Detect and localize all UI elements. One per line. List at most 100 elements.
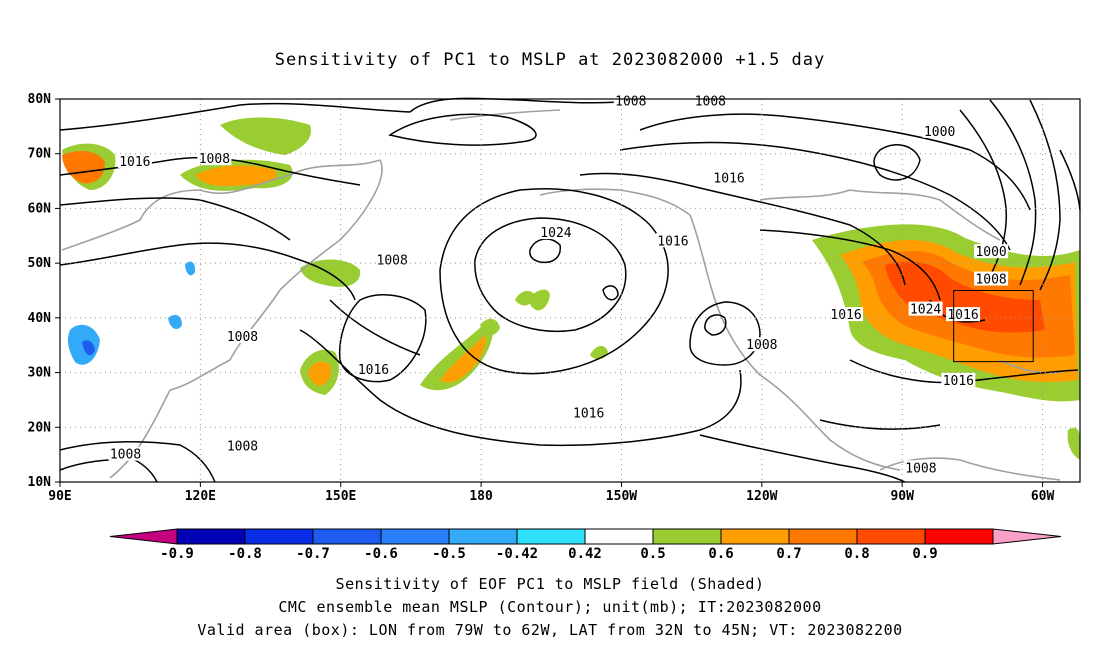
caption-valid-area: Valid area (box): LON from 79W to 62W, L… bbox=[197, 621, 903, 639]
shading-scandinavia-orange bbox=[62, 150, 105, 184]
contour-label: 1024 bbox=[910, 303, 941, 318]
contour-label-bg bbox=[356, 361, 391, 376]
colorbar-label: 0.8 bbox=[844, 546, 869, 562]
lon-tick-label: 120E bbox=[185, 489, 216, 504]
contour-label-bg bbox=[922, 123, 957, 138]
colorbar-label: -0.9 bbox=[160, 546, 194, 562]
lat-tick-label: 70N bbox=[28, 147, 52, 162]
lat-tick-label: 80N bbox=[28, 92, 52, 107]
contour-label-bg bbox=[903, 460, 938, 475]
colorbar-segment bbox=[312, 528, 382, 545]
shading-bering-orange bbox=[440, 335, 486, 383]
contour-label-bg bbox=[117, 153, 152, 168]
coastlines bbox=[61, 109, 1061, 481]
contour-label-bg bbox=[538, 225, 573, 240]
colorbar-label: 0.7 bbox=[776, 546, 801, 562]
contour-label: 1008 bbox=[746, 338, 777, 353]
contour-label-bg bbox=[571, 405, 606, 420]
colorbar: -0.9 -0.8 -0.7 -0.6 -0.5 -0.42 0.42 0.5 0.6 0.7 0.… bbox=[109, 528, 1062, 562]
contour-label: 1016 bbox=[573, 407, 604, 422]
lat-tick-label: 10N bbox=[28, 475, 52, 490]
contour-label: 1008 bbox=[905, 461, 936, 476]
colorbar-segment bbox=[856, 528, 926, 545]
contour-label: 1016 bbox=[713, 171, 744, 186]
contour-label: 1016 bbox=[358, 363, 389, 378]
contour-label: 1016 bbox=[119, 155, 150, 170]
colorbar-segment bbox=[516, 528, 586, 545]
colorbar-min-arrow bbox=[109, 528, 178, 545]
contour-label: 1016 bbox=[947, 308, 978, 323]
contour-label: 1000 bbox=[924, 125, 955, 140]
contour-label-bg bbox=[197, 151, 232, 166]
colorbar-segment bbox=[448, 528, 518, 545]
shading-pacific-green-2 bbox=[528, 289, 550, 311]
contour-label: 1008 bbox=[695, 95, 726, 110]
contour-label-bg bbox=[108, 446, 143, 461]
colorbar-label: -0.7 bbox=[296, 546, 330, 562]
lat-lon-grid bbox=[60, 99, 1080, 482]
colorbar-segment bbox=[584, 528, 654, 545]
colorbar-segment bbox=[652, 528, 722, 545]
contour-label: 1008 bbox=[975, 273, 1006, 288]
colorbar-label: 0.5 bbox=[640, 546, 665, 562]
contour-label-bg bbox=[225, 329, 260, 344]
contour-labels: 1008 1008 1000 1016 1008 1016 1024 1016 1000 1008… bbox=[108, 93, 1009, 476]
shading-neg-india-inner bbox=[82, 340, 95, 356]
sensitivity-shading bbox=[62, 117, 1080, 460]
shading-atlantic-red bbox=[885, 261, 1045, 333]
colorbar-segment bbox=[244, 528, 314, 545]
contour-label-bg bbox=[941, 372, 976, 387]
contour-label-bg bbox=[225, 438, 260, 453]
colorbar-label: -0.5 bbox=[432, 546, 466, 562]
contour-label: 1008 bbox=[199, 152, 230, 167]
contour-label: 1008 bbox=[227, 330, 258, 345]
lat-axis-labels: 80N 70N 60N 50N 40N 30N 20N 10N bbox=[28, 92, 60, 490]
valid-area-box bbox=[953, 290, 1034, 363]
contour-label: 1000 bbox=[975, 245, 1006, 260]
shading-pacific-green-3 bbox=[590, 345, 608, 360]
contour-label-bg bbox=[613, 93, 648, 108]
lon-tick-label: 120W bbox=[746, 489, 777, 504]
caption-contour: CMC ensemble mean MSLP (Contour); unit(m… bbox=[278, 598, 822, 616]
lat-tick-label: 50N bbox=[28, 256, 52, 271]
shading-gulf-green bbox=[1067, 427, 1080, 460]
contour-label: 1008 bbox=[110, 448, 141, 463]
contour-label-bg bbox=[829, 307, 864, 322]
shading-arctic-green bbox=[220, 117, 311, 155]
contour-label-bg bbox=[946, 307, 981, 322]
lon-tick-label: 60W bbox=[1031, 489, 1055, 504]
caption-shading: Sensitivity of EOF PC1 to MSLP field (Sh… bbox=[335, 575, 765, 593]
lat-tick-label: 40N bbox=[28, 311, 52, 326]
colorbar-segment bbox=[788, 528, 858, 545]
colorbar-segment bbox=[176, 528, 246, 545]
lon-tick-label: 90E bbox=[48, 489, 71, 504]
colorbar-label: -0.8 bbox=[228, 546, 262, 562]
contour-label: 1016 bbox=[943, 374, 974, 389]
colorbar-label: 0.6 bbox=[708, 546, 733, 562]
lat-tick-label: 30N bbox=[28, 366, 52, 381]
lat-tick-label: 60N bbox=[28, 201, 52, 216]
colorbar-label: 0.9 bbox=[912, 546, 937, 562]
shading-neg-mongolia bbox=[185, 261, 196, 276]
lat-tick-label: 20N bbox=[28, 420, 52, 435]
contour-label-bg bbox=[655, 233, 690, 248]
lon-tick-label: 150W bbox=[606, 489, 637, 504]
lon-tick-label: 150E bbox=[325, 489, 356, 504]
shading-siberia-orange bbox=[195, 165, 277, 187]
contour-label: 1008 bbox=[615, 95, 646, 110]
shading-pacific-green-4 bbox=[480, 318, 500, 336]
colorbar-label: -0.6 bbox=[364, 546, 398, 562]
shading-neg-tibet bbox=[168, 314, 182, 330]
shading-japan-orange bbox=[308, 361, 331, 386]
contour-label-bg bbox=[712, 170, 747, 185]
contour-label: 1016 bbox=[830, 308, 861, 323]
contour-label-bg bbox=[974, 271, 1009, 286]
contour-label: 1008 bbox=[377, 253, 408, 268]
contour-label: 1008 bbox=[227, 439, 258, 454]
chart-title: Sensitivity of PC1 to MSLP at 2023082000… bbox=[274, 50, 826, 70]
contour-label-bg bbox=[974, 244, 1009, 259]
shading-bering-green bbox=[420, 318, 494, 391]
colorbar-label: 0.42 bbox=[568, 546, 602, 562]
colorbar-max-arrow bbox=[992, 528, 1062, 545]
